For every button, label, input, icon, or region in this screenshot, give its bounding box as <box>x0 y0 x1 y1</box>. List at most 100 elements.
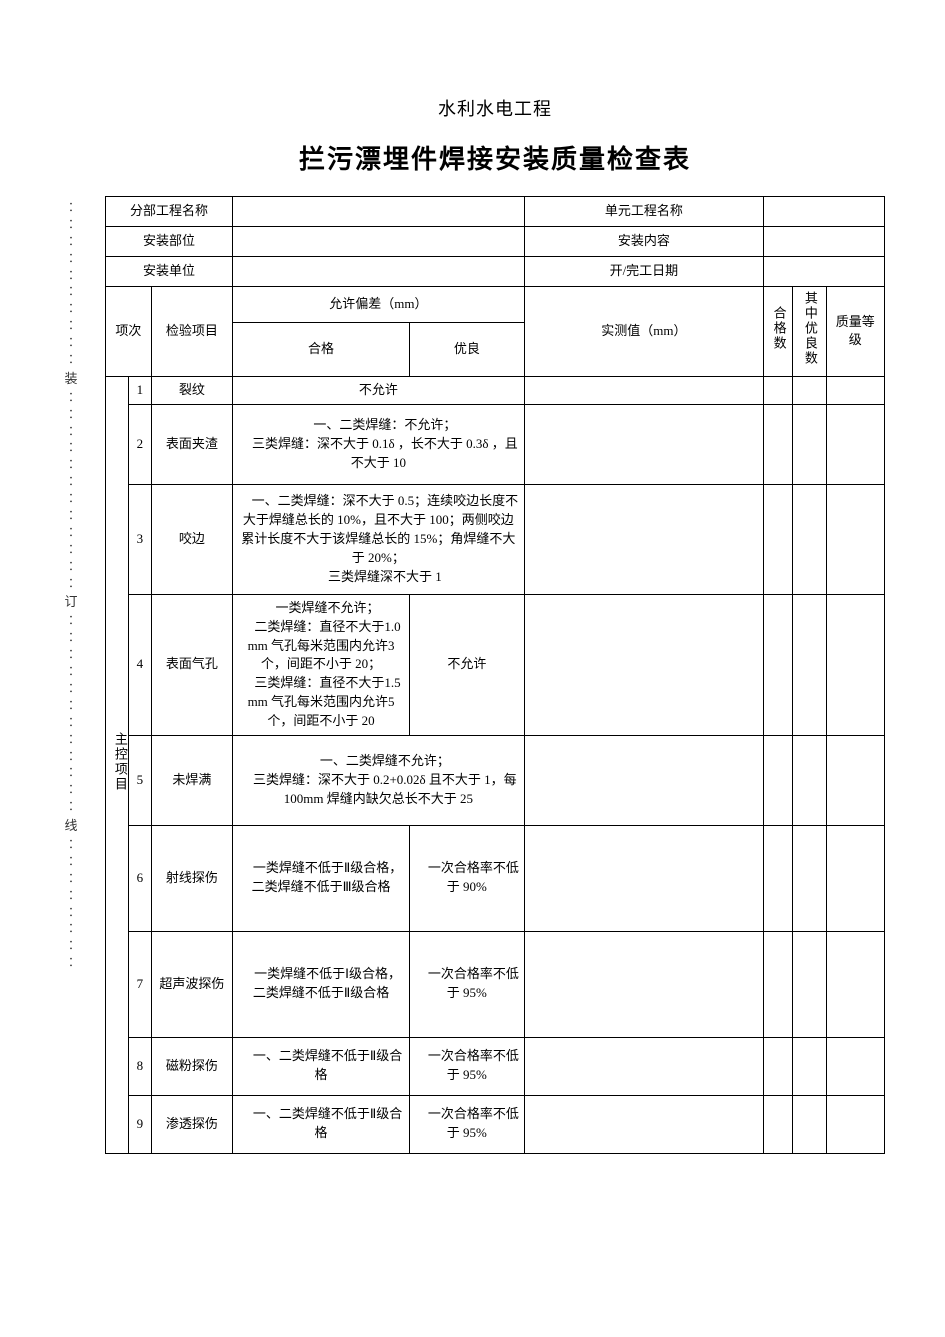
binding-margin: ︰︰︰︰︰︰︰︰︰︰ 装 ︰︰︰︰︰︰︰︰︰︰︰︰ 订 ︰︰︰︰︰︰︰︰︰︰︰︰… <box>62 200 80 1200</box>
table-row: 8磁粉探伤 一、二类焊缝不低于Ⅱ级合格 一次合格率不低于 95% <box>106 1037 885 1095</box>
inspection-table: 分部工程名称 单元工程名称 安装部位 安装内容 安装单位 开/完工日期 项次 检… <box>105 196 885 1154</box>
tolerance-qualified: 一、二类焊缝：不允许； 三类焊缝：深不大于 0.1δ ，长不大于 0.3δ ，且… <box>233 404 525 484</box>
sub-project-value[interactable] <box>233 197 525 227</box>
measured-value[interactable] <box>524 1095 764 1153</box>
check-item: 磁粉探伤 <box>151 1037 232 1095</box>
check-item: 射线探伤 <box>151 825 232 931</box>
tolerance-qualified: 一类焊缝不低于Ⅱ级合格，二类焊缝不低于Ⅲ级合格 <box>233 825 410 931</box>
quality-grade[interactable] <box>826 1095 884 1153</box>
quality-grade[interactable] <box>826 825 884 931</box>
category-label: 主控项目 <box>110 732 129 792</box>
info-row: 分部工程名称 单元工程名称 <box>106 197 885 227</box>
install-pos-value[interactable] <box>233 227 525 257</box>
table-row: 9渗透探伤 一、二类焊缝不低于Ⅱ级合格 一次合格率不低于 95% <box>106 1095 885 1153</box>
table-row: 5未焊满 一、二类焊缝不允许； 三类焊缝：深不大于 0.2+0.02δ 且不大于… <box>106 735 885 825</box>
pass-count[interactable] <box>764 931 793 1037</box>
measured-value[interactable] <box>524 404 764 484</box>
table-row: 主控项目1裂纹不允许 <box>106 376 885 404</box>
quality-grade[interactable] <box>826 484 884 594</box>
binding-dots: ︰︰︰︰︰︰︰︰︰︰︰︰ <box>64 390 77 593</box>
check-item: 未焊满 <box>151 735 232 825</box>
excellent-count[interactable] <box>793 825 826 931</box>
hdr-pass-count: 合格数 <box>764 287 793 377</box>
measured-value[interactable] <box>524 1037 764 1095</box>
header-row: 项次 检验项目 允许偏差（mm） 实测值（mm） 合格数 其中优良数 质量等级 <box>106 287 885 323</box>
measured-value[interactable] <box>524 931 764 1037</box>
hdr-grade: 质量等级 <box>826 287 884 377</box>
document-supertitle: 水利水电工程 <box>105 95 885 121</box>
pass-count[interactable] <box>764 735 793 825</box>
unit-project-value[interactable] <box>764 197 885 227</box>
table-row: 4表面气孔 一类焊缝不允许； 二类焊缝：直径不大于1.0mm 气孔每米范围内允许… <box>106 594 885 735</box>
quality-grade[interactable] <box>826 594 884 735</box>
hdr-qualified: 合格 <box>233 323 410 376</box>
quality-grade[interactable] <box>826 931 884 1037</box>
binding-char-zhuang: 装 <box>64 371 77 388</box>
hdr-allow-dev: 允许偏差（mm） <box>233 287 525 323</box>
measured-value[interactable] <box>524 594 764 735</box>
tolerance-qualified: 一、二类焊缝：深不大于 0.5；连续咬边长度不大于焊缝总长的 10%，且不大于 … <box>233 484 525 594</box>
install-content-value[interactable] <box>764 227 885 257</box>
tolerance-excellent: 不允许 <box>410 594 525 735</box>
hdr-seq: 项次 <box>106 287 152 377</box>
tolerance-qualified: 一类焊缝不低于Ⅰ级合格，二类焊缝不低于Ⅱ级合格 <box>233 931 410 1037</box>
install-unit-value[interactable] <box>233 257 525 287</box>
excellent-count[interactable] <box>793 594 826 735</box>
table-body: 主控项目1裂纹不允许2表面夹渣 一、二类焊缝：不允许； 三类焊缝：深不大于 0.… <box>106 376 885 1153</box>
pass-count[interactable] <box>764 825 793 931</box>
pass-count[interactable] <box>764 1095 793 1153</box>
excellent-count[interactable] <box>793 376 826 404</box>
tolerance-excellent: 一次合格率不低于 90% <box>410 825 525 931</box>
table-row: 2表面夹渣 一、二类焊缝：不允许； 三类焊缝：深不大于 0.1δ ，长不大于 0… <box>106 404 885 484</box>
tolerance-qualified: 不允许 <box>233 376 525 404</box>
row-index: 2 <box>128 404 151 484</box>
tolerance-qualified: 一类焊缝不允许； 二类焊缝：直径不大于1.0mm 气孔每米范围内允许3 个，间距… <box>233 594 410 735</box>
check-item: 咬边 <box>151 484 232 594</box>
check-item: 表面夹渣 <box>151 404 232 484</box>
info-row: 安装部位 安装内容 <box>106 227 885 257</box>
document-title: 拦污漂埋件焊接安装质量检查表 <box>105 139 885 176</box>
tolerance-qualified: 一、二类焊缝不允许； 三类焊缝：深不大于 0.2+0.02δ 且不大于 1，每 … <box>233 735 525 825</box>
quality-grade[interactable] <box>826 376 884 404</box>
table-row: 7超声波探伤 一类焊缝不低于Ⅰ级合格，二类焊缝不低于Ⅱ级合格 一次合格率不低于 … <box>106 931 885 1037</box>
hdr-excellent: 优良 <box>410 323 525 376</box>
sub-project-label: 分部工程名称 <box>106 197 233 227</box>
pass-count[interactable] <box>764 1037 793 1095</box>
hdr-exc-count: 其中优良数 <box>793 287 826 377</box>
row-index: 4 <box>128 594 151 735</box>
binding-dots: ︰︰︰︰︰︰︰︰︰︰ <box>64 200 77 369</box>
category-cell: 主控项目 <box>106 376 129 1153</box>
excellent-count[interactable] <box>793 404 826 484</box>
excellent-count[interactable] <box>793 1095 826 1153</box>
measured-value[interactable] <box>524 825 764 931</box>
tolerance-excellent: 一次合格率不低于 95% <box>410 1095 525 1153</box>
measured-value[interactable] <box>524 484 764 594</box>
date-value[interactable] <box>764 257 885 287</box>
info-row: 安装单位 开/完工日期 <box>106 257 885 287</box>
measured-value[interactable] <box>524 376 764 404</box>
quality-grade[interactable] <box>826 735 884 825</box>
pass-count[interactable] <box>764 376 793 404</box>
pass-count[interactable] <box>764 594 793 735</box>
excellent-count[interactable] <box>793 484 826 594</box>
page: 水利水电工程 拦污漂埋件焊接安装质量检查表 分部工程名称 单元工程名称 安装部位… <box>105 95 885 1154</box>
hdr-measured: 实测值（mm） <box>524 287 764 377</box>
binding-char-ding: 订 <box>64 594 77 611</box>
table-row: 6射线探伤 一类焊缝不低于Ⅱ级合格，二类焊缝不低于Ⅲ级合格 一次合格率不低于 9… <box>106 825 885 931</box>
excellent-count[interactable] <box>793 1037 826 1095</box>
install-unit-label: 安装单位 <box>106 257 233 287</box>
pass-count[interactable] <box>764 404 793 484</box>
quality-grade[interactable] <box>826 404 884 484</box>
excellent-count[interactable] <box>793 931 826 1037</box>
table-row: 3咬边 一、二类焊缝：深不大于 0.5；连续咬边长度不大于焊缝总长的 10%，且… <box>106 484 885 594</box>
quality-grade[interactable] <box>826 1037 884 1095</box>
row-index: 1 <box>128 376 151 404</box>
row-index: 5 <box>128 735 151 825</box>
measured-value[interactable] <box>524 735 764 825</box>
check-item: 表面气孔 <box>151 594 232 735</box>
pass-count[interactable] <box>764 484 793 594</box>
install-content-label: 安装内容 <box>524 227 764 257</box>
binding-dots: ︰︰︰︰︰︰︰︰︰︰︰︰ <box>64 613 77 816</box>
check-item: 渗透探伤 <box>151 1095 232 1153</box>
excellent-count[interactable] <box>793 735 826 825</box>
